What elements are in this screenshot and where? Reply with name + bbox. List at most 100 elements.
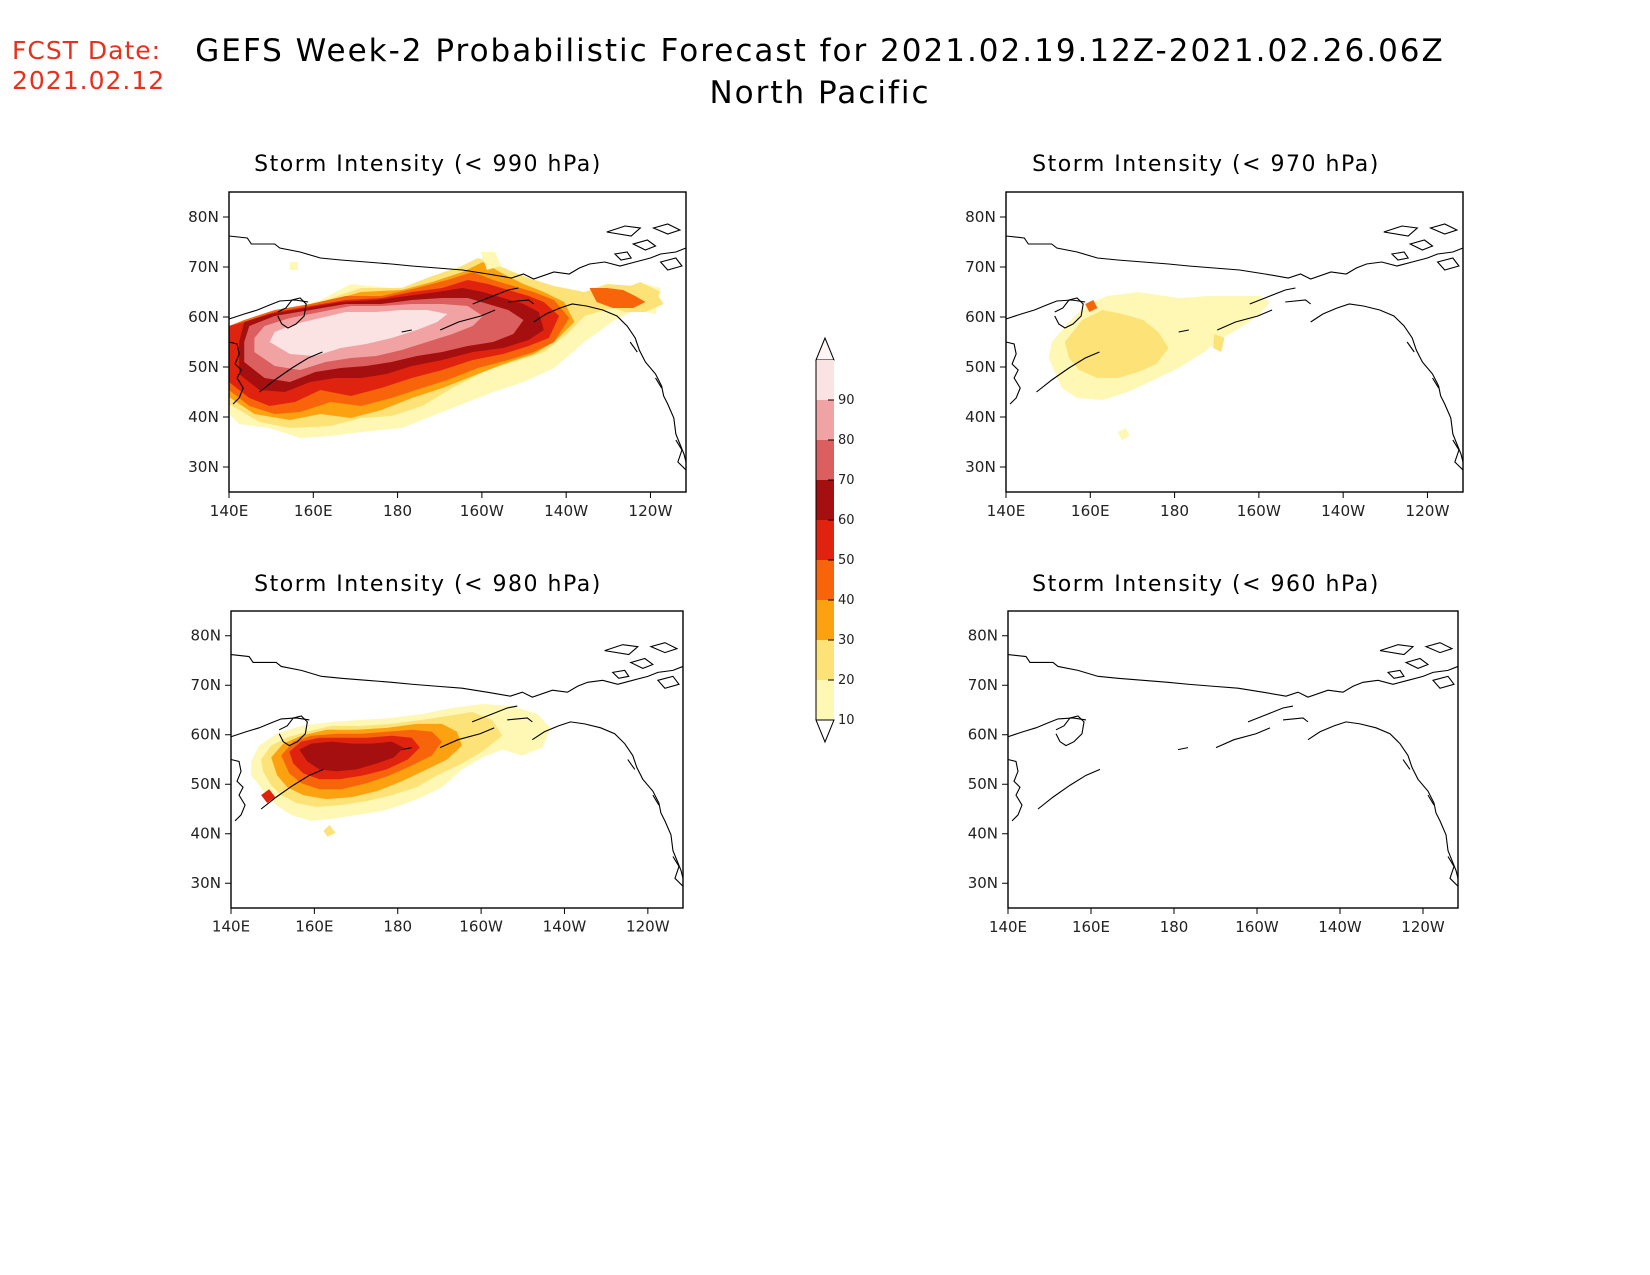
lon-tick-label: 140E	[210, 502, 249, 520]
fcst-date-value: 2021.02.12	[12, 66, 166, 95]
map-frame	[1005, 191, 1464, 493]
forecast-date-label: FCST Date: 2021.02.12	[12, 36, 165, 96]
lon-tick-label: 120W	[1401, 918, 1445, 936]
colorbar-label: 90	[838, 393, 855, 408]
colorbar-segment	[816, 480, 834, 520]
lat-tick-label: 60N	[968, 726, 998, 744]
lon-tick-label: 180	[1160, 918, 1189, 936]
colorbar-label: 10	[838, 713, 855, 728]
colorbar-segment	[816, 640, 834, 680]
lon-tick-label: 120W	[1405, 502, 1449, 520]
colorbar-label: 80	[838, 433, 855, 448]
title-line-2: North Pacific	[709, 75, 931, 111]
lat-tick-label: 30N	[965, 458, 996, 476]
lat-tick-label: 70N	[191, 676, 221, 694]
lat-tick-label: 40N	[968, 825, 998, 843]
lat-tick-label: 40N	[191, 825, 221, 843]
lat-tick-label: 50N	[965, 358, 996, 376]
probability-region	[323, 824, 336, 837]
lon-tick-label: 160E	[1071, 502, 1110, 520]
lat-tick-label: 70N	[968, 676, 998, 694]
lat-tick-label: 70N	[965, 258, 996, 276]
probability-region	[1085, 300, 1098, 312]
colorbar-segment	[816, 520, 834, 560]
lat-tick-label: 80N	[965, 208, 996, 226]
probability-region	[261, 789, 276, 804]
colorbar-bottom-tip	[815, 719, 835, 744]
colorbar-label: 50	[838, 553, 855, 568]
lon-tick-label: 140E	[989, 918, 1027, 936]
panel-960-title: Storm Intensity (< 960 hPa)	[1032, 572, 1380, 597]
lon-tick-label: 160W	[459, 918, 503, 936]
probability-region	[269, 310, 448, 356]
map-panel-980: 140E 160E 180 160W 140W 120W 80N 70N 60N 50N 40N 30…	[191, 610, 684, 936]
lon-tick-label: 160W	[1237, 502, 1281, 520]
probability-colorbar: 90 80 70 60 50 40 30 20 10	[800, 330, 860, 754]
lat-tick-label: 60N	[965, 308, 996, 326]
lon-tick-label: 160E	[294, 502, 333, 520]
probability-region	[480, 252, 502, 270]
lat-tick-label: 50N	[188, 358, 219, 376]
colorbar-label: 20	[838, 673, 855, 688]
colorbar-top-tip	[815, 336, 835, 361]
lat-tick-label: 30N	[188, 458, 219, 476]
lat-tick-label: 50N	[191, 775, 221, 793]
lat-tick-label: 40N	[188, 408, 219, 426]
lon-tick-label: 160W	[1235, 918, 1279, 936]
lon-tick-label: 160E	[295, 918, 333, 936]
panel-990-title: Storm Intensity (< 990 hPa)	[254, 152, 602, 177]
title-line-1: GEFS Week-2 Probabilistic Forecast for 2…	[195, 33, 1445, 69]
lat-tick-label: 80N	[188, 208, 219, 226]
lon-tick-label: 140W	[1318, 918, 1362, 936]
lon-tick-label: 180	[383, 918, 412, 936]
colorbar-label: 40	[838, 593, 855, 608]
probability-region	[1064, 310, 1169, 378]
map-panel-990: 140E 160E 180 160W 140W 120W 80N 70N 60N 50N 40N 30…	[188, 191, 687, 520]
colorbar-segment	[816, 360, 834, 400]
colorbar-label: 60	[838, 513, 855, 528]
colorbar-segment	[816, 600, 834, 640]
lon-tick-label: 140E	[987, 502, 1026, 520]
page-title: GEFS Week-2 Probabilistic Forecast for 2…	[150, 30, 1490, 114]
lon-tick-label: 140W	[544, 502, 588, 520]
colorbar-segment	[816, 440, 834, 480]
panel-980-title: Storm Intensity (< 980 hPa)	[254, 572, 602, 597]
map-frame	[228, 191, 687, 493]
lon-tick-label: 140E	[212, 918, 250, 936]
lat-tick-label: 80N	[968, 627, 998, 645]
lat-tick-label: 60N	[188, 308, 219, 326]
lon-tick-label: 140W	[1321, 502, 1365, 520]
colorbar-segment	[816, 560, 834, 600]
lat-tick-label: 30N	[191, 874, 221, 892]
map-frame	[1007, 610, 1459, 909]
lon-tick-label: 160E	[1072, 918, 1110, 936]
probability-region	[299, 741, 404, 772]
lat-tick-label: 60N	[191, 726, 221, 744]
probability-region	[1213, 334, 1225, 352]
map-panel-960: 140E 160E 180 160W 140W 120W 80N 70N 60N 50N 40N 30…	[968, 610, 1459, 936]
lon-tick-label: 180	[1160, 502, 1189, 520]
colorbar-label: 30	[838, 633, 855, 648]
lat-tick-label: 50N	[968, 775, 998, 793]
lon-tick-label: 160W	[460, 502, 504, 520]
probability-region	[589, 288, 646, 308]
lat-tick-label: 70N	[188, 258, 219, 276]
lon-tick-label: 120W	[626, 918, 670, 936]
lat-tick-label: 80N	[191, 627, 221, 645]
panel-970-title: Storm Intensity (< 970 hPa)	[1032, 152, 1380, 177]
map-panel-970: 140E 160E 180 160W 140W 120W 80N 70N 60N 50N 40N 30…	[965, 191, 1464, 520]
fcst-date-caption: FCST Date:	[12, 36, 162, 65]
probability-region	[1117, 428, 1130, 440]
lon-tick-label: 140W	[543, 918, 587, 936]
colorbar-segment	[816, 400, 834, 440]
coastline	[228, 223, 687, 471]
colorbar-segment	[816, 680, 834, 720]
map-frame	[230, 610, 684, 909]
colorbar-label: 70	[838, 473, 855, 488]
lat-tick-label: 30N	[968, 874, 998, 892]
coastline	[1007, 642, 1459, 887]
lat-tick-label: 40N	[965, 408, 996, 426]
coastline	[1005, 223, 1464, 471]
coastline	[230, 642, 684, 887]
lon-tick-label: 180	[383, 502, 412, 520]
